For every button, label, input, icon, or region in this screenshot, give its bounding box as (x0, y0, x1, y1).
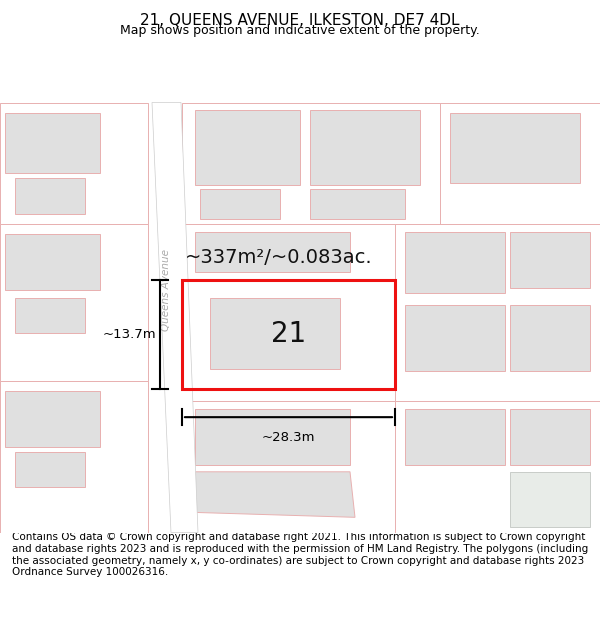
Text: Queens Avenue: Queens Avenue (161, 249, 171, 331)
Bar (310, 109, 420, 186)
Bar (510, 472, 590, 528)
Text: 21, QUEENS AVENUE, ILKESTON, DE7 4DL: 21, QUEENS AVENUE, ILKESTON, DE7 4DL (140, 13, 460, 28)
Bar (510, 305, 590, 371)
Polygon shape (182, 401, 395, 532)
Bar (510, 232, 590, 288)
Text: 21: 21 (271, 320, 306, 348)
Text: Map shows position and indicative extent of the property.: Map shows position and indicative extent… (120, 24, 480, 36)
Polygon shape (182, 102, 440, 224)
Polygon shape (395, 401, 600, 532)
Polygon shape (0, 102, 148, 224)
Text: ~337m²/~0.083ac.: ~337m²/~0.083ac. (185, 248, 373, 267)
Polygon shape (190, 472, 355, 518)
Bar (5, 112, 100, 173)
Bar (210, 298, 340, 369)
Bar (405, 232, 505, 292)
Polygon shape (395, 224, 600, 401)
Text: ~28.3m: ~28.3m (262, 431, 315, 444)
Bar (405, 409, 505, 465)
Text: ~13.7m: ~13.7m (103, 328, 156, 341)
Bar (5, 234, 100, 290)
Bar (5, 391, 100, 446)
Bar (310, 189, 405, 219)
Bar (182, 279, 395, 389)
Bar (195, 232, 350, 272)
Polygon shape (0, 224, 148, 381)
Bar (15, 451, 85, 487)
Polygon shape (440, 102, 600, 224)
Polygon shape (0, 381, 148, 532)
Bar (405, 305, 505, 371)
Polygon shape (152, 102, 198, 532)
Bar (200, 189, 280, 219)
Bar (15, 178, 85, 214)
Bar (450, 112, 580, 184)
Text: Contains OS data © Crown copyright and database right 2021. This information is : Contains OS data © Crown copyright and d… (12, 532, 588, 578)
Bar (510, 409, 590, 465)
Bar (195, 109, 300, 186)
Bar (195, 409, 350, 465)
Bar (15, 298, 85, 333)
Polygon shape (182, 224, 395, 401)
